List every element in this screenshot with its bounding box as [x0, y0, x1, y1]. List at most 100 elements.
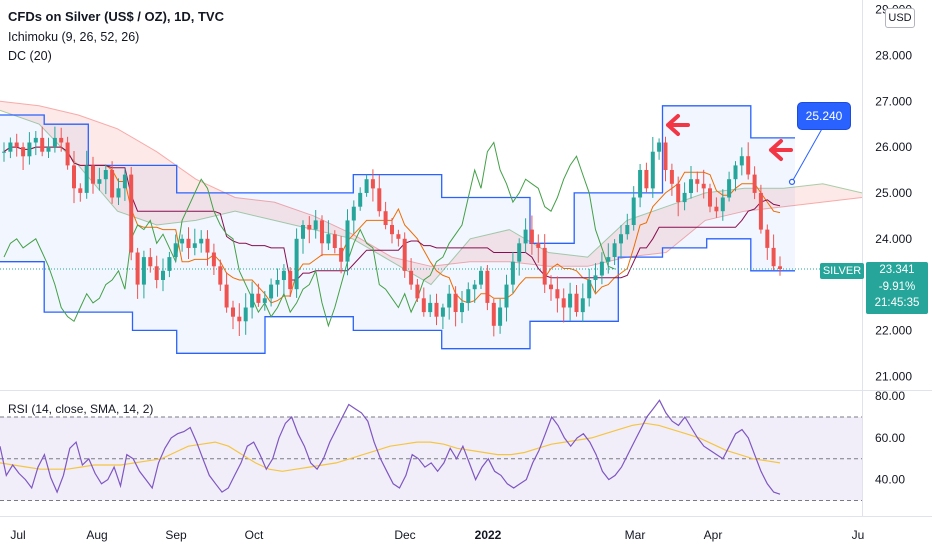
candle-body	[275, 280, 280, 285]
grid-lines	[0, 0, 932, 517]
candle-body	[529, 229, 534, 244]
candle-body	[326, 234, 331, 244]
candle-body	[599, 261, 604, 276]
candle-body	[733, 165, 738, 180]
candle-body	[332, 234, 337, 248]
candle-body	[237, 316, 242, 322]
rsi-panel: 40.00 60.00 80.00	[0, 389, 905, 501]
candle-body	[421, 298, 426, 313]
price-tick-label: 21.000	[875, 369, 912, 383]
candle-body	[370, 179, 375, 189]
last-price: 23.341	[879, 264, 915, 276]
candle-body	[351, 206, 356, 221]
candle-body	[517, 243, 522, 262]
candle-body	[440, 307, 445, 317]
candle-body	[141, 257, 146, 285]
candle-body	[631, 197, 636, 225]
candle-body	[262, 298, 267, 303]
candle-body	[33, 137, 38, 143]
candle-body	[161, 270, 165, 280]
candle-body	[377, 188, 382, 212]
candle-body	[612, 243, 617, 257]
price-tick-label: 25.000	[875, 186, 912, 200]
price-change: -9.91%	[878, 280, 916, 293]
candle-body	[122, 174, 127, 189]
candle-body	[14, 142, 19, 148]
time-tick-label: Sep	[165, 528, 187, 542]
time-tick-label: Apr	[704, 528, 723, 542]
candle-body	[78, 188, 83, 193]
callout-anchor	[788, 178, 796, 185]
rsi-legend[interactable]: RSI (14, close, SMA, 14, 2)	[8, 402, 154, 416]
candle-body	[663, 142, 668, 170]
price-tick-label: 28.000	[875, 48, 912, 62]
donchian-lower	[0, 238, 795, 354]
senkou-span-b	[0, 100, 863, 267]
time-tick-label: Dec	[394, 528, 415, 542]
currency-button[interactable]: USD	[885, 8, 915, 28]
candle-body	[549, 284, 553, 290]
candle-body	[250, 293, 255, 308]
candle-body	[587, 280, 592, 299]
price-annotation-label[interactable]: 25.240	[797, 102, 851, 130]
candle-body	[103, 170, 108, 180]
candle-body	[294, 238, 299, 290]
candle-body	[447, 293, 452, 308]
candlestick-series	[2, 126, 782, 337]
chart-title: CFDs on Silver (US$ / OZ), 1D, TVC	[8, 9, 224, 24]
candle-body	[2, 151, 6, 153]
candle-body	[97, 179, 102, 184]
candle-body	[281, 270, 286, 280]
price-tick-label: 24.000	[875, 232, 912, 246]
candle-body	[186, 238, 191, 248]
price-axis: 21.00022.00023.00024.00025.00026.00027.0…	[875, 3, 912, 384]
candle-body	[339, 247, 344, 262]
time-tick-label: Ju	[852, 528, 865, 542]
callout-connector	[791, 126, 824, 183]
last-price-box: 23.341 -9.91% 21:45:35	[866, 262, 928, 314]
candle-body	[409, 270, 414, 285]
candle-body	[460, 302, 464, 313]
candle-body	[669, 170, 674, 184]
candle-body	[758, 192, 763, 230]
candle-body	[59, 137, 64, 143]
candle-body	[453, 293, 458, 312]
ichimoku-legend[interactable]: Ichimoku (9, 26, 52, 26)	[8, 30, 140, 44]
candle-body	[765, 229, 770, 248]
candle-body	[714, 206, 719, 212]
rsi-ma-line	[0, 422, 781, 472]
candle-body	[504, 284, 509, 308]
price-tick-label: 22.000	[875, 323, 912, 337]
candle-body	[307, 225, 312, 230]
time-tick-label: 2022	[475, 528, 502, 542]
candle-body	[701, 183, 706, 189]
candle-body	[205, 238, 210, 253]
candle-body	[231, 307, 235, 317]
candle-body	[46, 147, 51, 152]
candle-body	[619, 234, 623, 244]
rsi-tick-label: 60.00	[875, 431, 905, 445]
kijun-line	[3, 146, 781, 281]
candle-body	[390, 225, 394, 235]
candle-body	[689, 179, 693, 193]
candle-body	[358, 192, 363, 207]
candle-body	[625, 225, 630, 235]
candle-body	[708, 188, 712, 207]
candle-body	[52, 137, 57, 148]
senkou-span-a	[0, 109, 863, 286]
time-axis: Jul Aug Sep Oct Dec 2022 Mar Apr Ju	[10, 528, 864, 542]
candle-body	[91, 165, 95, 184]
candle-body	[676, 183, 681, 203]
candle-body	[555, 289, 560, 299]
candle-body	[720, 197, 725, 212]
candle-body	[657, 142, 662, 152]
candle-body	[8, 142, 13, 152]
donchian-fill	[0, 105, 795, 354]
candle-body	[320, 220, 324, 244]
donchian-legend[interactable]: DC (20)	[8, 49, 52, 63]
candle-body	[644, 170, 649, 189]
red-arrow-icon	[769, 139, 793, 161]
candle-body	[224, 284, 229, 308]
candle-body	[491, 302, 496, 326]
